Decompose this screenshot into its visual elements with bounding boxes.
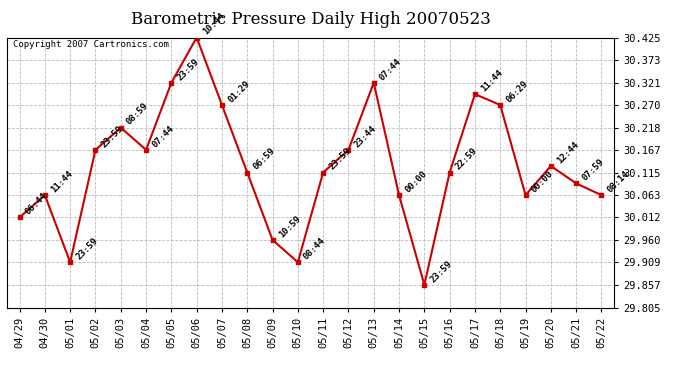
Text: 01:29: 01:29 (226, 79, 251, 104)
Text: 07:44: 07:44 (378, 57, 403, 82)
Text: 23:59: 23:59 (75, 236, 99, 261)
Text: 08:59: 08:59 (125, 102, 150, 127)
Text: 23:59: 23:59 (428, 259, 454, 284)
Text: 08:14: 08:14 (606, 169, 631, 194)
Text: 07:44: 07:44 (150, 124, 175, 149)
Text: 06:59: 06:59 (251, 146, 277, 172)
Text: Copyright 2007 Cartronics.com: Copyright 2007 Cartronics.com (13, 40, 169, 49)
Text: 23:44: 23:44 (353, 124, 378, 149)
Text: 11:44: 11:44 (49, 169, 75, 194)
Text: 00:00: 00:00 (530, 169, 555, 194)
Text: 23:59: 23:59 (99, 124, 125, 149)
Text: 23:59: 23:59 (327, 146, 353, 172)
Text: 07:59: 07:59 (580, 157, 606, 183)
Text: 08:44: 08:44 (302, 236, 327, 261)
Text: 22:59: 22:59 (454, 146, 479, 172)
Text: 00:00: 00:00 (403, 169, 428, 194)
Text: 11:44: 11:44 (479, 68, 504, 93)
Text: 10:59: 10:59 (277, 214, 302, 239)
Text: Barometric Pressure Daily High 20070523: Barometric Pressure Daily High 20070523 (130, 11, 491, 28)
Text: 10:44: 10:44 (201, 11, 226, 37)
Text: 06:44: 06:44 (23, 191, 49, 217)
Text: 12:44: 12:44 (555, 140, 580, 165)
Text: 23:59: 23:59 (175, 57, 201, 82)
Text: 06:29: 06:29 (504, 79, 530, 104)
